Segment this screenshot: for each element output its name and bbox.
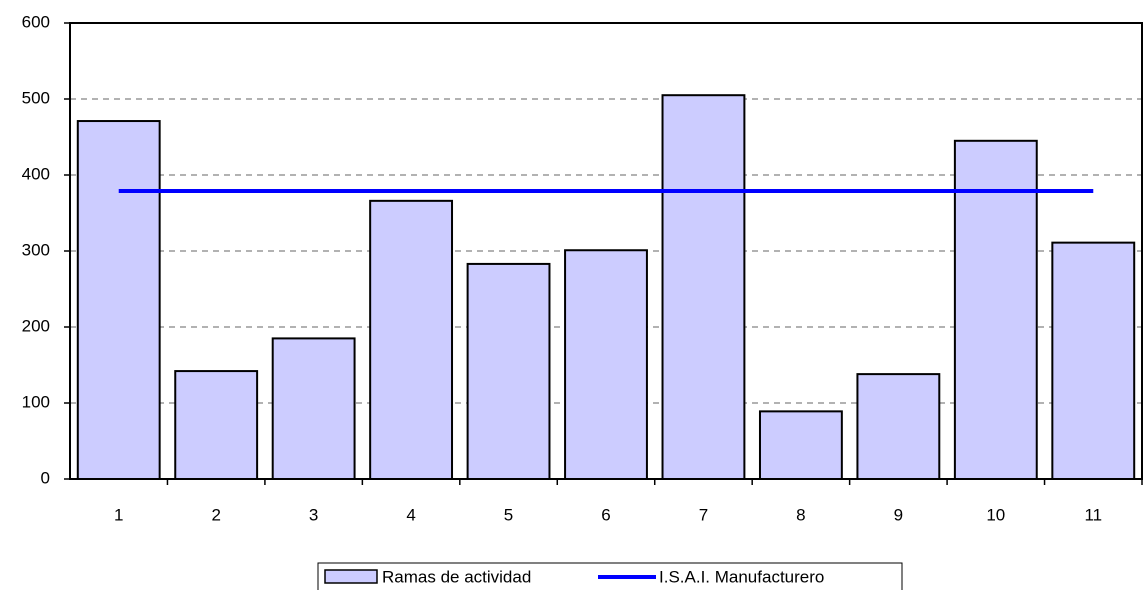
bar [661,94,746,480]
legend-label: I.S.A.I. Manufacturero [659,567,824,586]
x-tick-label: 10 [986,505,1005,524]
x-tick-label: 7 [699,505,708,524]
x-tick-label: 6 [601,505,610,524]
x-tick-label: 5 [504,505,513,524]
bar [174,370,259,480]
legend-label: Ramas de actividad [382,567,531,586]
y-tick-label: 400 [22,164,50,183]
bar [1051,241,1136,480]
y-tick-label: 0 [41,468,50,487]
bar [856,373,941,480]
x-tick-label: 3 [309,505,318,524]
y-tick-label: 300 [22,240,50,259]
legend: Ramas de actividad I.S.A.I. Manufacturer… [317,562,903,590]
legend-swatch [324,569,378,584]
y-tick-label: 200 [22,316,50,335]
x-tick-label: 4 [406,505,415,524]
bar [271,337,356,480]
bar [758,410,843,480]
bar [953,139,1038,481]
x-tick-label: 9 [894,505,903,524]
x-tick-label: 11 [1084,505,1102,524]
x-tick-label: 1 [114,505,123,524]
y-tick-label: 500 [22,88,50,107]
y-tick-label: 100 [22,392,50,411]
bar [369,199,454,480]
x-tick-label: 2 [211,505,220,524]
bar [564,249,648,480]
y-tick-label: 600 [22,12,50,31]
bar [76,120,161,480]
bar [466,262,551,481]
x-tick-label: 8 [796,505,805,524]
